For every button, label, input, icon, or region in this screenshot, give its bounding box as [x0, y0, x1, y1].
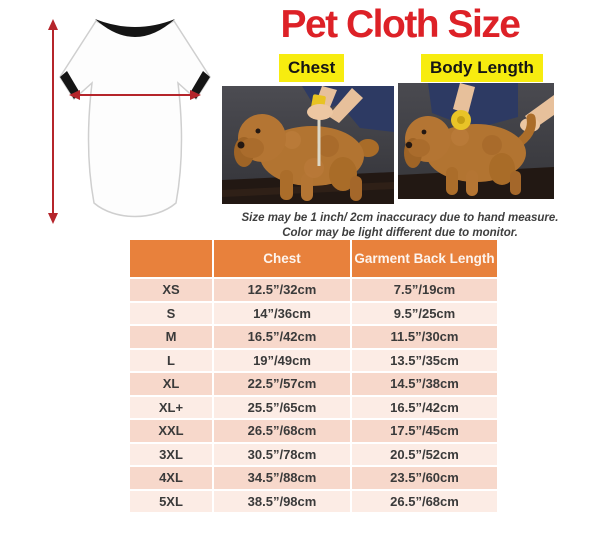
chest-cell: 25.5”/65cm [214, 396, 350, 418]
body-length-label: Body Length [421, 54, 543, 82]
size-cell: M [130, 326, 212, 348]
body-length-measurement-photo [398, 83, 554, 199]
chest-cell: 14”/36cm [214, 302, 350, 324]
chest-cell: 12.5”/32cm [214, 279, 350, 301]
size-cell: XL [130, 373, 212, 395]
shirt-cuff-right [190, 71, 210, 99]
back-cell: 23.5”/60cm [352, 467, 497, 489]
back-cell: 20.5”/52cm [352, 443, 497, 465]
shirt-cuff-left [60, 71, 80, 99]
page-title: Pet Cloth Size [280, 3, 521, 46]
disclaimer-line-2: Color may be light different due to moni… [282, 227, 518, 239]
chest-arrow [69, 90, 201, 100]
back-cell: 17.5”/45cm [352, 420, 497, 442]
chest-cell: 22.5”/57cm [214, 373, 350, 395]
measuring-tape-icon [451, 110, 471, 130]
dog-icon [404, 113, 536, 196]
size-table: Chest Garment Back Length XS 12.5”/32cm … [130, 240, 497, 512]
measuring-tape-icon [307, 94, 333, 166]
chest-cell: 26.5”/68cm [214, 420, 350, 442]
chest-cell: 30.5”/78cm [214, 443, 350, 465]
size-cell: XL+ [130, 396, 212, 418]
measure-disclaimer: Size may be 1 inch/ 2cm inaccuracy due t… [220, 211, 580, 241]
back-length-column-header: Garment Back Length [352, 240, 497, 277]
size-cell: 3XL [130, 443, 212, 465]
dog-icon [234, 114, 379, 201]
shirt-body [59, 19, 211, 218]
back-cell: 26.5”/68cm [352, 490, 497, 512]
disclaimer-line-1: Size may be 1 inch/ 2cm inaccuracy due t… [241, 212, 559, 224]
chest-label: Chest [279, 54, 345, 82]
size-cell: L [130, 349, 212, 371]
chest-cell: 38.5”/98cm [214, 490, 350, 512]
person-arm [453, 83, 475, 114]
size-cell: 5XL [130, 490, 212, 512]
pet-shirt-illustration [48, 19, 211, 224]
chest-cell: 16.5”/42cm [214, 326, 350, 348]
size-cell: S [130, 302, 212, 324]
chest-column-header: Chest [214, 240, 350, 277]
size-cell: XXL [130, 420, 212, 442]
back-cell: 16.5”/42cm [352, 396, 497, 418]
size-cell: XS [130, 279, 212, 301]
back-cell: 11.5”/30cm [352, 326, 497, 348]
person-torso [428, 83, 518, 129]
person-arm [328, 88, 363, 123]
size-column-header [130, 240, 212, 277]
chest-cell: 34.5”/88cm [214, 467, 350, 489]
size-cell: 4XL [130, 467, 212, 489]
chest-cell: 19”/49cm [214, 349, 350, 371]
shirt-collar [95, 19, 175, 37]
back-cell: 9.5”/25cm [352, 302, 497, 324]
back-cell: 13.5”/35cm [352, 349, 497, 371]
back-cell: 14.5”/38cm [352, 373, 497, 395]
body-length-arrow [48, 19, 58, 224]
chest-measurement-photo [222, 86, 394, 204]
back-cell: 7.5”/19cm [352, 279, 497, 301]
